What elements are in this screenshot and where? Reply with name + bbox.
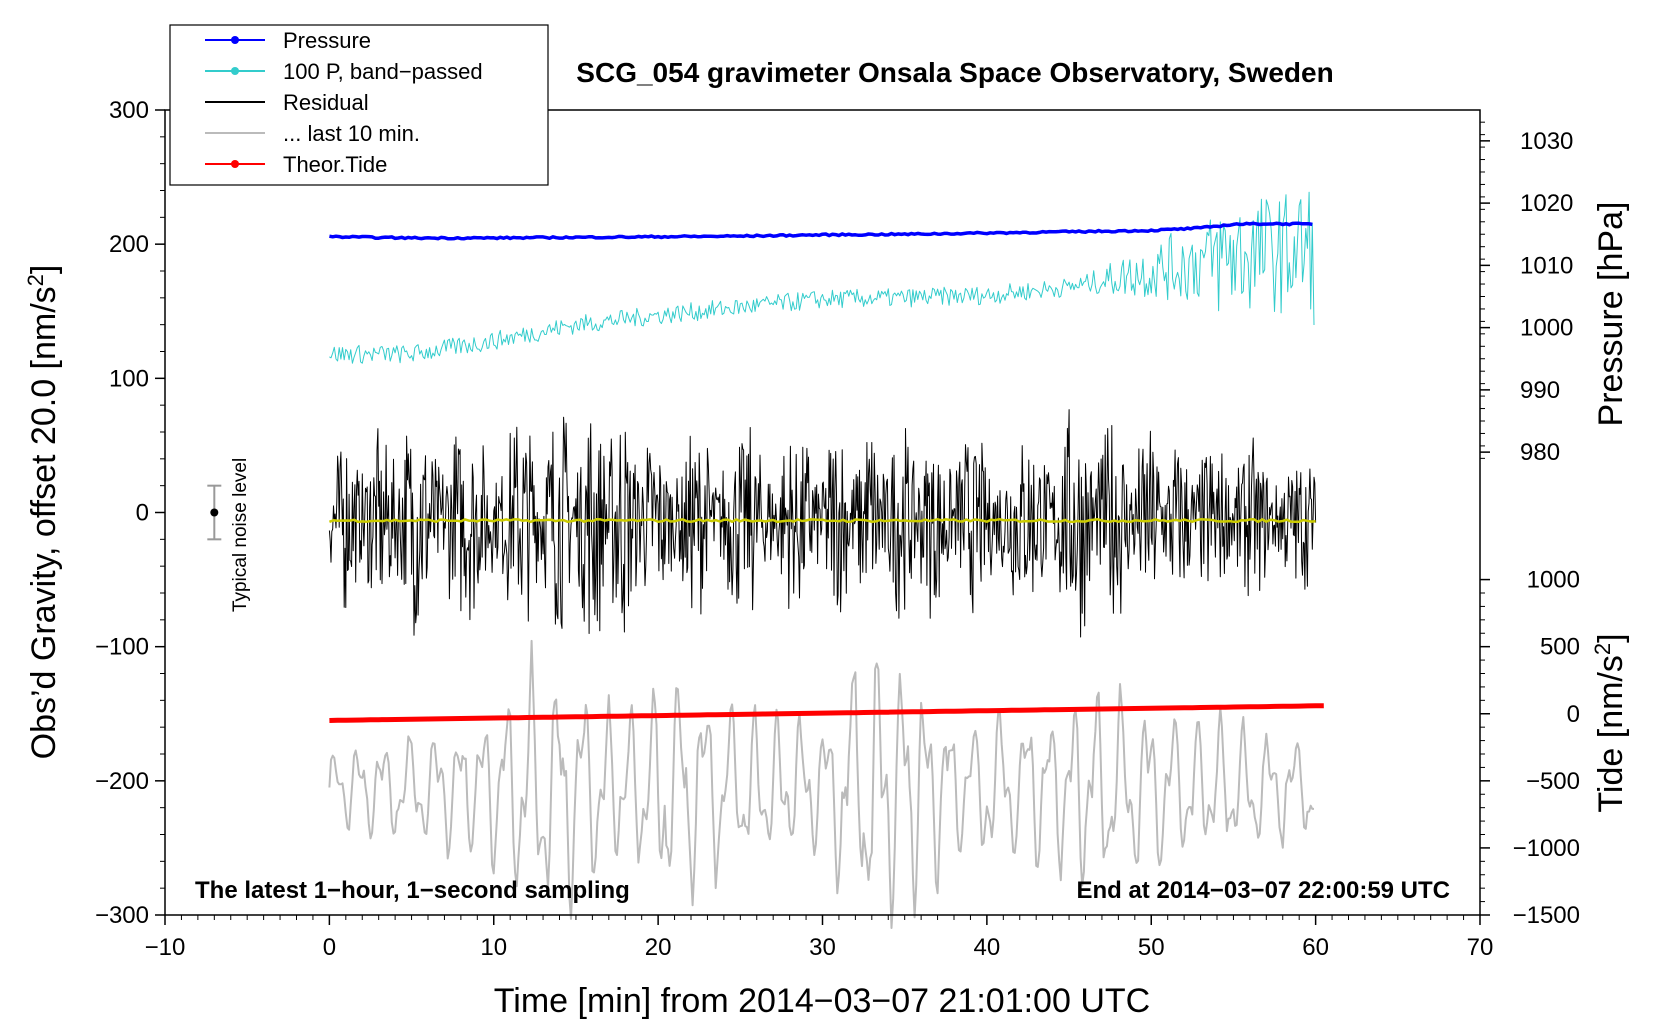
y-tick-label: −200 bbox=[95, 768, 149, 795]
noise-label: Typical noise level bbox=[230, 458, 251, 612]
series-pressure bbox=[329, 221, 1313, 241]
legend-entries: Pressure 100 P, band−passed Residual ... la… bbox=[205, 28, 483, 177]
legend-label: ... last 10 min. bbox=[283, 121, 420, 146]
tide-axis-label: Tide [nm/s2] bbox=[1590, 633, 1630, 812]
y-tick-label: 200 bbox=[109, 231, 149, 258]
y-tick-label: −300 bbox=[95, 902, 149, 929]
tide-tick-label: −1000 bbox=[1513, 835, 1580, 862]
legend-marker bbox=[231, 36, 239, 44]
noise-bar bbox=[207, 484, 222, 541]
pressure-axis-label: Pressure [hPa] bbox=[1592, 202, 1630, 427]
y-tick-label: 300 bbox=[109, 97, 149, 124]
legend-marker bbox=[231, 160, 239, 168]
legend-label: Residual bbox=[283, 90, 369, 115]
x-tick-label: 10 bbox=[480, 934, 507, 961]
series-theor-tide bbox=[329, 703, 1324, 723]
series-residual-mean bbox=[328, 517, 1316, 524]
y-tick-label: 100 bbox=[109, 365, 149, 392]
note-left: The latest 1−hour, 1−second sampling bbox=[195, 877, 630, 904]
note-right: End at 2014−03−07 22:00:59 UTC bbox=[1076, 877, 1450, 904]
series-residual bbox=[328, 409, 1317, 638]
noise-bar-dot bbox=[210, 508, 219, 517]
pressure-tick-label: 1030 bbox=[1520, 128, 1573, 155]
legend-label: 100 P, band−passed bbox=[283, 59, 483, 84]
axis-layer: −10 0 10 20 30 40 50 60 70−300−200−1000100200300… bbox=[95, 97, 1580, 961]
x-tick-label: 50 bbox=[1138, 934, 1165, 961]
x-tick-label: 60 bbox=[1302, 934, 1329, 961]
x-tick-label: 0 bbox=[323, 934, 336, 961]
tide-tick-label: −500 bbox=[1526, 768, 1580, 795]
y-tick-label: −100 bbox=[95, 634, 149, 661]
legend-label: Pressure bbox=[283, 28, 371, 53]
pressure-tick-label: 1000 bbox=[1520, 315, 1573, 342]
legend-box bbox=[169, 24, 549, 186]
pressure-tick-label: 1020 bbox=[1520, 190, 1573, 217]
x-tick-label: −10 bbox=[145, 934, 186, 961]
x-axis-label: Time [min] from 2014−03−07 21:01:00 UTC bbox=[494, 982, 1150, 1020]
y-tick-label: 0 bbox=[136, 500, 149, 527]
chart-title: SCG_054 gravimeter Onsala Space Observat… bbox=[576, 57, 1333, 88]
x-tick-label: 20 bbox=[645, 934, 672, 961]
tide-tick-label: 500 bbox=[1540, 634, 1580, 661]
series-last-10-min bbox=[328, 639, 1314, 929]
legend-label: Theor.Tide bbox=[283, 152, 387, 177]
tide-tick-label: 0 bbox=[1567, 701, 1580, 728]
tide-tick-label: 1000 bbox=[1527, 567, 1580, 594]
series-layer bbox=[328, 191, 1324, 929]
pressure-tick-label: 980 bbox=[1520, 439, 1560, 466]
tide-tick-label: −1500 bbox=[1513, 902, 1580, 929]
x-tick-label: 70 bbox=[1467, 934, 1494, 961]
pressure-tick-label: 1010 bbox=[1520, 252, 1573, 279]
x-tick-label: 30 bbox=[809, 934, 836, 961]
series-band-passed bbox=[329, 191, 1315, 364]
legend-marker bbox=[231, 67, 239, 75]
y-axis-label: Obs’d Gravity, offset 20.0 [nm/s2] bbox=[23, 265, 63, 760]
x-tick-label: 40 bbox=[974, 934, 1001, 961]
pressure-tick-label: 990 bbox=[1520, 377, 1560, 404]
legend: Pressure 100 P, band−passed Residual ... la… bbox=[169, 24, 549, 186]
